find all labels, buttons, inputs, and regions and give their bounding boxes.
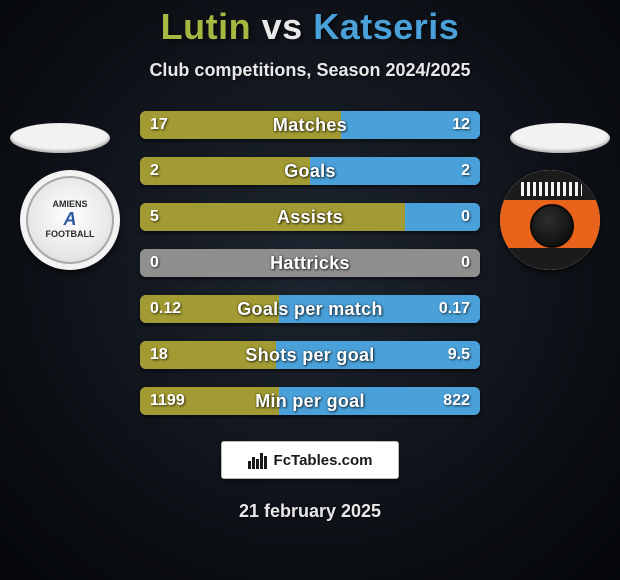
stat-label: Matches <box>140 111 480 139</box>
stat-value-left: 5 <box>150 203 159 231</box>
brand-text: FcTables.com <box>274 452 373 469</box>
stat-row: Min per goal1199 822 <box>140 387 480 415</box>
stat-value-left: 0 <box>150 249 159 277</box>
stat-row: Shots per goal18 9.5 <box>140 341 480 369</box>
stat-value-right: 0 <box>461 203 470 231</box>
stat-bars: Matches1712Goals22Assists50Hattricks00Go… <box>0 111 620 415</box>
comparison-card: Lutin vs Katseris Club competitions, Sea… <box>0 0 620 580</box>
player-left-name: Lutin <box>161 6 251 47</box>
brand-box[interactable]: FcTables.com <box>221 441 399 479</box>
stat-value-right: 2 <box>461 157 470 185</box>
stat-value-right: 12 <box>452 111 470 139</box>
stat-row: Hattricks0 0 <box>140 249 480 277</box>
stat-label: Min per goal <box>140 387 480 415</box>
player-right-name: Katseris <box>313 6 459 47</box>
stat-row: Goals2 2 <box>140 157 480 185</box>
stat-row: Assists5 0 <box>140 203 480 231</box>
stat-value-right: 0.17 <box>439 295 470 323</box>
page-title: Lutin vs Katseris <box>0 0 620 48</box>
stat-label: Assists <box>140 203 480 231</box>
stat-value-left: 0.12 <box>150 295 181 323</box>
stat-value-left: 18 <box>150 341 168 369</box>
brand-chart-icon <box>248 451 268 469</box>
stat-label: Hattricks <box>140 249 480 277</box>
stat-value-left: 17 <box>150 111 168 139</box>
stat-label: Goals <box>140 157 480 185</box>
footer-date: 21 february 2025 <box>0 501 620 522</box>
stat-value-right: 822 <box>443 387 470 415</box>
stat-value-left: 1199 <box>150 387 185 415</box>
vs-separator: vs <box>262 6 303 47</box>
stat-value-left: 2 <box>150 157 159 185</box>
stat-row: Matches17 12 <box>140 111 480 139</box>
subtitle: Club competitions, Season 2024/2025 <box>0 60 620 81</box>
stat-value-right: 0 <box>461 249 470 277</box>
stat-label: Shots per goal <box>140 341 480 369</box>
stat-value-right: 9.5 <box>448 341 470 369</box>
stat-label: Goals per match <box>140 295 480 323</box>
stat-row: Goals per match0.12 0.17 <box>140 295 480 323</box>
